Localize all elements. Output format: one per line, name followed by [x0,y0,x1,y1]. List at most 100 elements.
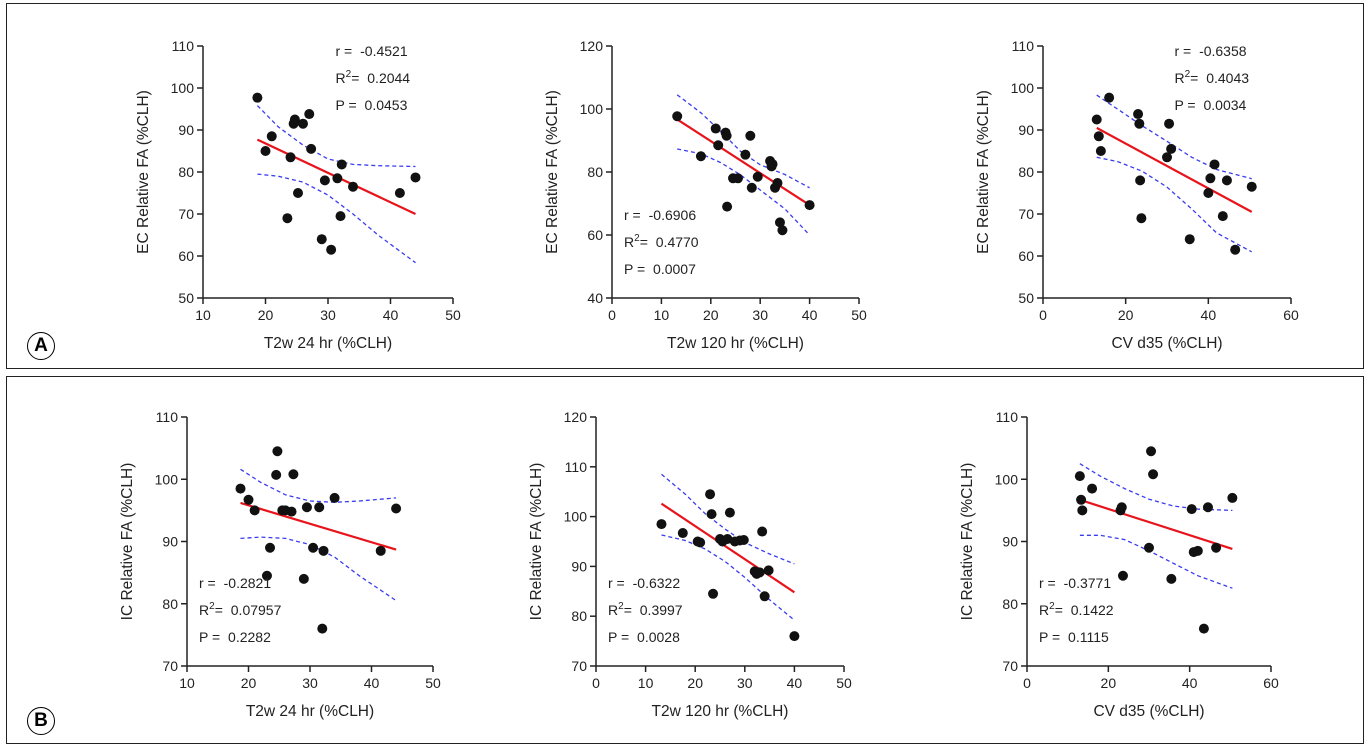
data-point [1077,505,1088,516]
equals-sign: = [624,602,636,618]
stat-r-value: -0.6906 [649,207,697,223]
data-point [722,201,733,212]
y-axis-title: EC Relative FA (%CLH) [544,90,561,254]
y-tick-label: 70 [178,206,194,222]
data-point [319,175,330,186]
x-tick-label: 20 [241,675,257,691]
data-point [304,109,315,120]
data-point [348,181,358,192]
stat-p: P = 0.1115 [1039,629,1109,645]
x-tick-label: 30 [752,307,768,323]
stats-annotation: r = -0.2821 R2= 0.07957 P = 0.2282 [199,575,282,645]
regression-line [660,502,796,594]
stat-p-value: 0.0028 [637,629,680,645]
equals-sign: = [215,602,227,618]
x-axis-title: CV d35 (%CLH) [1111,335,1222,352]
x-tick-label: 50 [836,675,852,691]
regression-line [240,501,397,551]
stat-p-value: 0.0034 [1203,97,1246,113]
data-point [314,502,325,513]
equals-sign: = [1190,70,1202,86]
y-tick-label: 120 [564,409,588,425]
y-tick-label: 100 [564,509,588,525]
superscript-2: 2 [618,601,624,612]
superscript-2: 2 [1185,69,1191,80]
data-point [410,172,421,183]
data-point [1209,159,1220,170]
data-point [1116,502,1127,513]
data-point [706,509,717,520]
y-tick-label: 90 [1018,122,1034,138]
equals-sign: = [351,70,363,86]
data-point [1205,173,1216,184]
data-point [375,545,386,556]
y-tick-label: 80 [1002,596,1018,612]
y-axis-title: IC Relative FA (%CLH) [528,463,545,621]
y-tick-label: 90 [162,534,178,550]
data-point [1162,152,1172,163]
stat-r2-value: 0.07957 [231,602,282,618]
data-point [326,244,337,255]
data-point [288,469,299,480]
panel-label-b: B [27,707,55,735]
data-point [293,188,303,198]
stat-r: r = -0.2821 [199,575,271,591]
x-tick-label: 10 [654,307,670,323]
data-point [1087,483,1098,494]
data-point [266,131,277,142]
data-point [1095,146,1106,156]
stat-r2: R2= 0.4770 [624,233,699,250]
x-tick-label: 10 [638,675,654,691]
data-point [1186,504,1197,515]
stat-r2: R2= 0.4043 [1174,69,1249,86]
x-tick-label: 20 [258,307,274,323]
data-point [336,159,347,170]
y-tick-label: 110 [1012,38,1035,54]
data-point [708,588,719,599]
regression-line [676,118,811,206]
equals-sign: = [1055,602,1067,618]
stat-p-value: 0.1115 [1068,629,1109,645]
y-tick-label: 70 [571,658,587,674]
y-axis-title: EC Relative FA (%CLH) [135,90,152,254]
y-tick-label: 50 [1018,290,1034,306]
data-point [286,506,297,517]
data-point [271,469,282,480]
stat-r2: R2= 0.07957 [199,601,282,618]
y-tick-label: 110 [996,409,1019,425]
x-tick-label: 40 [364,675,380,691]
stats-annotation: r = -0.3771 R2= 0.1422 P = 0.1115 [1039,575,1114,645]
data-point [318,545,329,556]
data-point [789,631,800,642]
ci-upper-band [240,468,397,503]
y-tick-label: 70 [1018,206,1034,222]
stat-r2-value: 0.3997 [640,602,683,618]
data-point [1117,570,1128,581]
data-point [1230,244,1241,255]
stat-p: P = 0.2282 [199,629,271,645]
y-tick-label: 60 [587,227,603,243]
stat-p: P = 0.0028 [608,629,680,645]
x-tick-label: 0 [1039,307,1047,323]
data-point [713,140,724,151]
data-point [317,623,328,634]
data-point [1093,131,1104,142]
stat-r: r = -0.6906 [624,207,696,223]
y-tick-label: 80 [571,608,587,624]
data-point [721,130,732,141]
data-point [282,213,293,224]
superscript-2: 2 [209,601,215,612]
x-tick-label: 40 [1201,307,1217,323]
x-axis-title: T2w 24 hr (%CLH) [246,703,374,720]
data-point [1166,143,1177,154]
y-tick-label: 90 [178,122,194,138]
y-tick-label: 120 [580,38,604,54]
stat-r2: R2= 0.1422 [1039,601,1114,618]
stats-annotation: r = -0.6358 R2= 0.4043 P = 0.0034 [1174,43,1249,113]
x-tick-label: 10 [195,307,211,323]
data-point [1104,92,1115,103]
data-point [391,503,402,514]
ci-upper-band [676,94,810,189]
stats-annotation: r = -0.4521 R2= 0.2044 P = 0.0453 [336,43,411,113]
y-tick-label: 100 [171,80,195,96]
